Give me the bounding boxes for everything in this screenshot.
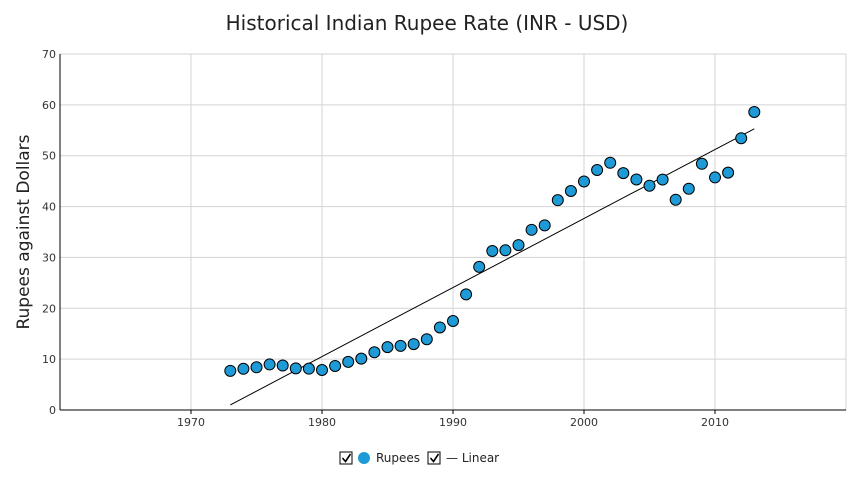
data-point (591, 164, 604, 177)
y-tick-label: 50 (42, 150, 56, 163)
data-point (250, 361, 263, 374)
rupees-checkbox[interactable] (339, 451, 353, 465)
x-tick-label: 1970 (177, 416, 205, 429)
data-point (368, 346, 381, 359)
data-point (329, 359, 342, 372)
linear-checkbox[interactable] (427, 451, 441, 465)
x-tick-label: 1980 (308, 416, 336, 429)
data-point (525, 223, 538, 236)
data-point (407, 338, 420, 351)
data-point (394, 339, 407, 352)
data-point (643, 179, 656, 192)
trendline-layer (230, 128, 755, 406)
data-point (499, 244, 512, 257)
y-tick-label: 20 (42, 302, 56, 315)
data-point (433, 321, 446, 334)
data-point (669, 193, 682, 206)
data-point (381, 341, 394, 354)
data-point (630, 173, 643, 186)
y-tick-label: 70 (42, 48, 56, 61)
check-icon (341, 453, 352, 463)
y-tick-label: 40 (42, 201, 56, 214)
x-tick-label: 2010 (701, 416, 729, 429)
data-point (564, 185, 577, 198)
data-point (447, 315, 459, 327)
data-point (722, 166, 735, 179)
x-tick-label: 2000 (570, 416, 598, 429)
x-tick-label: 1990 (439, 416, 467, 429)
legend: Rupees — Linear (339, 451, 499, 465)
data-point (302, 362, 315, 375)
rupees-marker-icon (358, 452, 370, 464)
data-point (578, 175, 590, 188)
data-point (682, 182, 695, 195)
y-tick-label: 10 (42, 353, 56, 366)
data-points (224, 105, 761, 377)
data-point (263, 358, 276, 371)
data-point (289, 362, 302, 375)
y-tick-label: 30 (42, 251, 56, 264)
data-point (748, 105, 761, 118)
data-point (695, 157, 708, 170)
data-point (512, 239, 525, 252)
legend-label-rupees: Rupees (376, 451, 420, 465)
data-point (420, 333, 433, 346)
data-point (276, 359, 289, 372)
data-point (224, 364, 237, 377)
data-point (538, 219, 551, 232)
legend-label-linear: — Linear (446, 451, 499, 465)
data-point (460, 288, 473, 301)
axes (59, 54, 846, 414)
legend-item-linear[interactable]: — Linear (427, 451, 499, 465)
check-icon (429, 453, 440, 463)
data-point (342, 355, 355, 368)
data-point (604, 156, 617, 169)
tick-labels: 0 10 20 30 40 50 60 70 1970 1980 1990 2000 2010 (42, 48, 729, 429)
grid-lines (60, 53, 847, 410)
data-point (355, 352, 368, 365)
data-point (709, 171, 721, 184)
y-axis-label: Rupees against Dollars (14, 134, 34, 329)
y-tick-label: 0 (49, 404, 56, 417)
y-tick-label: 60 (42, 99, 56, 112)
data-point (486, 245, 499, 258)
data-point (551, 194, 564, 207)
linear-trendline (230, 128, 755, 406)
data-point (237, 362, 250, 375)
data-point (617, 167, 630, 180)
legend-item-rupees[interactable]: Rupees (339, 451, 420, 465)
data-point (316, 364, 328, 377)
data-point (473, 260, 486, 273)
data-point (656, 173, 669, 186)
data-point (735, 132, 748, 145)
chart-title: Historical Indian Rupee Rate (INR - USD) (226, 11, 629, 35)
